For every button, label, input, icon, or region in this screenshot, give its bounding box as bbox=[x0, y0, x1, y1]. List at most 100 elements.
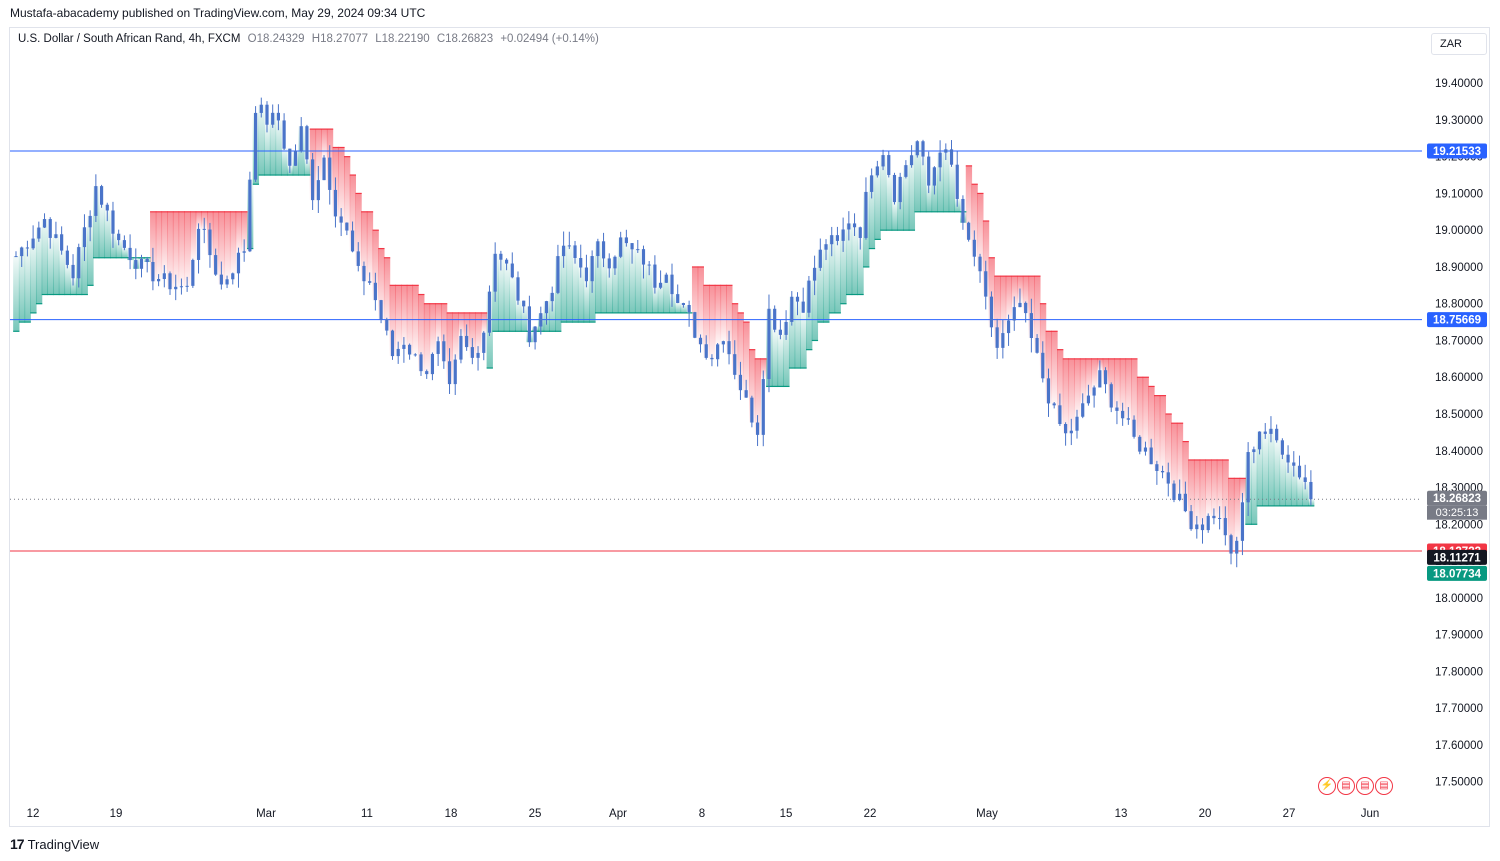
supertrend-fill bbox=[1114, 358, 1121, 411]
supertrend-fill bbox=[612, 256, 619, 313]
candle-body bbox=[470, 347, 474, 358]
candle-body bbox=[949, 149, 954, 165]
x-tick-label: 8 bbox=[699, 808, 705, 820]
candle-body bbox=[442, 341, 446, 362]
supertrend-fill bbox=[817, 249, 824, 323]
supertrend-fill bbox=[361, 211, 368, 282]
supertrend-fill bbox=[218, 211, 225, 285]
candle-body bbox=[48, 219, 52, 238]
candle-body bbox=[122, 240, 126, 248]
tradingview-logo-text: TradingView bbox=[27, 836, 100, 852]
supertrend-fill bbox=[874, 166, 881, 240]
supertrend-fill bbox=[925, 185, 933, 212]
y-tick-label: 17.90000 bbox=[1435, 630, 1483, 642]
candle-body bbox=[1029, 313, 1033, 338]
candle-body bbox=[333, 189, 338, 217]
candle-body bbox=[322, 157, 326, 181]
supertrend-fill bbox=[811, 267, 819, 341]
candle-body bbox=[801, 301, 805, 313]
supertrend-fill bbox=[1079, 358, 1087, 404]
supertrend-fill bbox=[674, 303, 682, 313]
candle-body bbox=[1297, 465, 1302, 478]
supertrend-fill bbox=[235, 211, 242, 253]
candle-body bbox=[887, 155, 891, 175]
candle-body bbox=[852, 223, 857, 228]
candle-body bbox=[710, 357, 714, 360]
candle-body bbox=[185, 285, 189, 287]
supertrend-fill bbox=[1074, 358, 1081, 417]
time-axis: 12 19 Mar 11 18 25 Apr 8 15 22 May 13 20 27 Jun bbox=[27, 808, 1380, 820]
candle-body bbox=[567, 245, 571, 247]
candle-body bbox=[139, 258, 144, 269]
supertrend-fill bbox=[378, 248, 385, 320]
supertrend-fill bbox=[418, 294, 425, 372]
supertrend-label-bg bbox=[1427, 549, 1487, 565]
candle-body bbox=[539, 313, 543, 327]
level-label: 18.75669 bbox=[1433, 315, 1481, 327]
candle-body bbox=[242, 251, 246, 253]
supertrend-fill bbox=[560, 245, 568, 323]
supertrend-fill bbox=[1068, 358, 1075, 431]
candle-body bbox=[1303, 477, 1307, 482]
supertrend-fill bbox=[617, 237, 625, 313]
supertrend-fill bbox=[64, 264, 71, 295]
supertrend-fill bbox=[1057, 349, 1064, 425]
economic-events[interactable]: ⚡ ▤ ▤ ▤ bbox=[1318, 777, 1393, 795]
countdown-bg bbox=[1427, 505, 1487, 520]
us-flag-icon[interactable]: ▤ bbox=[1375, 777, 1393, 795]
currency-button[interactable]: ZAR bbox=[1431, 33, 1487, 55]
candle-body bbox=[892, 174, 897, 203]
supertrend-fill bbox=[423, 303, 431, 375]
supertrend-fill bbox=[1062, 358, 1070, 434]
supertrend-fill bbox=[903, 165, 910, 231]
candle-body bbox=[556, 256, 560, 293]
candle-body bbox=[105, 204, 109, 211]
candle-body bbox=[1121, 410, 1125, 419]
candle-body bbox=[1006, 320, 1011, 334]
candle-body bbox=[579, 257, 583, 268]
candle-body bbox=[1143, 447, 1148, 452]
supertrend-fill bbox=[35, 227, 43, 304]
candle-body bbox=[584, 267, 589, 282]
price-axis: 17.50000 17.60000 17.70000 17.80000 17.90000… bbox=[1435, 41, 1483, 788]
supertrend-fill bbox=[440, 303, 448, 362]
candle-body bbox=[499, 253, 503, 260]
supertrend-fill bbox=[1165, 414, 1172, 484]
candle-body bbox=[921, 141, 925, 157]
candle-body bbox=[385, 319, 389, 331]
us-flag-icon[interactable]: ▤ bbox=[1356, 777, 1374, 795]
candle-body bbox=[1064, 424, 1068, 434]
candle-body bbox=[356, 251, 360, 266]
candle-body bbox=[984, 271, 988, 297]
tradingview-logo[interactable]: 17 TradingView bbox=[10, 836, 99, 852]
supertrend-fill bbox=[269, 112, 277, 176]
candle-body bbox=[989, 296, 994, 328]
candle-body bbox=[202, 228, 206, 230]
candle-body bbox=[658, 282, 663, 288]
supertrend-fill bbox=[663, 274, 670, 313]
supertrend-label: 18.07734 bbox=[1433, 568, 1482, 580]
us-flag-icon[interactable]: ▤ bbox=[1337, 777, 1355, 795]
supertrend-fill bbox=[1045, 331, 1052, 404]
supertrend-fill bbox=[509, 277, 516, 332]
candle-body bbox=[1235, 540, 1239, 554]
candle-body bbox=[253, 112, 258, 180]
supertrend-fill bbox=[577, 267, 585, 323]
legend-symbol: U.S. Dollar / South African Rand, 4h, FX… bbox=[18, 33, 241, 45]
y-tick-label: 19.30000 bbox=[1435, 115, 1483, 127]
supertrend-fill bbox=[503, 263, 511, 332]
candle-body bbox=[408, 344, 412, 355]
candle-body bbox=[82, 227, 87, 248]
supertrend-fill bbox=[971, 184, 978, 257]
x-tick-label: 15 bbox=[780, 808, 793, 820]
candle-body bbox=[870, 175, 874, 192]
candle-body bbox=[619, 237, 623, 257]
candle-body bbox=[1183, 493, 1187, 512]
candle-body bbox=[875, 166, 879, 176]
supertrend-fill bbox=[1034, 276, 1041, 353]
lightning-icon[interactable]: ⚡ bbox=[1318, 777, 1336, 795]
supertrend-fill bbox=[794, 301, 801, 369]
y-tick-label: 19.00000 bbox=[1435, 225, 1483, 237]
supertrend-fill bbox=[823, 244, 830, 323]
